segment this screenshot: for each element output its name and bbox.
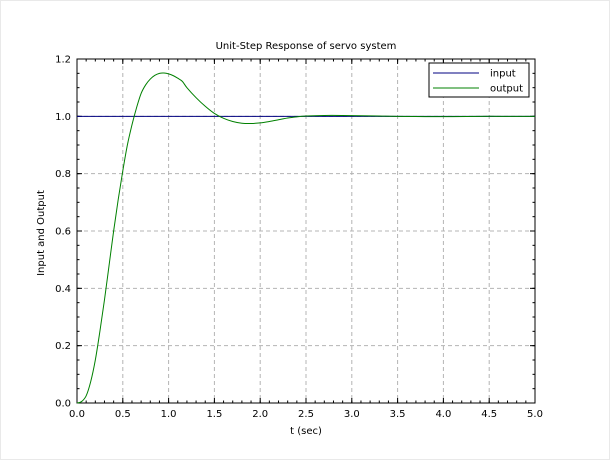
chart-title: Unit-Step Response of servo system — [216, 41, 397, 52]
x-tick-label: 1.0 — [161, 409, 177, 420]
x-tick-label: 2.5 — [298, 409, 314, 420]
y-tick-label: 1.0 — [55, 112, 71, 123]
grid — [77, 59, 535, 403]
legend-label-output: output — [490, 84, 523, 95]
legend-box — [428, 62, 530, 98]
y-tick-label: 1.2 — [55, 55, 71, 66]
x-axis-label: t (sec) — [290, 426, 322, 437]
legend: input output — [428, 62, 530, 98]
axis-ticks: 0.0 0.5 1.0 1.5 2.0 2.5 3.0 3.5 4.0 4.5 5.0 0.0 0.2 0… — [55, 55, 543, 421]
series-lines — [76, 72, 535, 404]
x-tick-label: 2.0 — [252, 409, 268, 420]
x-tick-label: 3.0 — [344, 409, 360, 420]
y-axis-label: Input and Output — [36, 190, 47, 276]
y-tick-label: 0.4 — [55, 284, 71, 295]
x-tick-label: 5.0 — [527, 409, 543, 420]
x-tick-label: 0.5 — [115, 409, 131, 420]
x-tick-label: 1.5 — [206, 409, 222, 420]
y-tick-label: 0.0 — [55, 399, 71, 410]
x-tick-label: 3.5 — [390, 409, 406, 420]
x-tick-label: 4.5 — [481, 409, 497, 420]
y-tick-label: 0.2 — [55, 341, 71, 352]
series-line-output — [76, 72, 535, 404]
y-tick-label: 0.8 — [55, 169, 71, 180]
x-tick-label: 0.0 — [69, 409, 85, 420]
y-tick-label: 0.6 — [55, 227, 71, 238]
x-tick-label: 4.0 — [435, 409, 451, 420]
legend-label-input: input — [490, 69, 516, 80]
